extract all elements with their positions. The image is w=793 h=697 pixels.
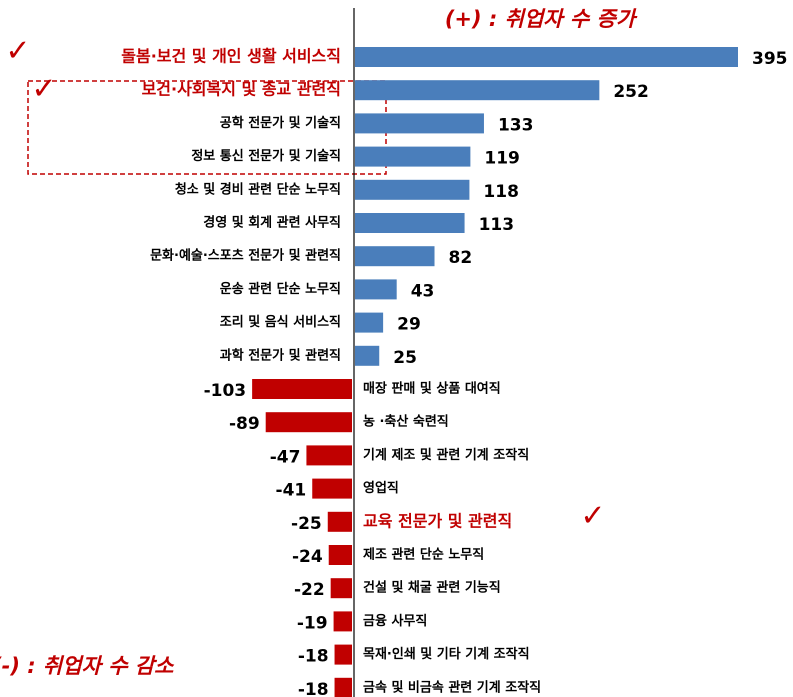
value-label: 395 <box>752 49 788 69</box>
category-label: 조리 및 음식 서비스직 <box>220 314 341 330</box>
bar <box>327 511 352 532</box>
value-label: 25 <box>393 348 417 368</box>
category-label: 영업직 <box>363 480 399 496</box>
bar <box>355 179 470 200</box>
category-label: 돌봄·보건 및 개인 생활 서비스직 <box>121 47 341 66</box>
value-label: -89 <box>229 414 260 434</box>
category-label: 운송 관련 단순 노무직 <box>220 281 341 297</box>
category-label: 교육 전문가 및 관련직 <box>363 511 512 530</box>
value-label: 133 <box>498 115 533 135</box>
category-label: 경영 및 회계 관련 사무직 <box>203 215 341 231</box>
category-label: 문화·예술·스포츠 전문가 및 관련직 <box>150 248 341 264</box>
bar <box>355 47 738 67</box>
bar <box>333 611 352 632</box>
bar <box>355 246 435 267</box>
value-label: 119 <box>484 149 519 169</box>
bar <box>306 445 352 466</box>
value-label: -19 <box>297 613 328 633</box>
category-label: 금속 및 비금속 관련 기계 조작직 <box>363 679 541 695</box>
value-label: -18 <box>298 647 329 667</box>
value-label: -25 <box>291 514 322 534</box>
check-mark: ✓ <box>31 72 56 107</box>
value-label: -24 <box>292 547 323 567</box>
bar <box>334 644 352 665</box>
category-label: 공학 전문가 및 기술직 <box>220 115 341 131</box>
value-label: -41 <box>276 481 307 501</box>
value-label: 118 <box>483 182 518 202</box>
chart-subtitle: (-) : 취업자 수 감소 <box>0 654 175 678</box>
bar <box>265 412 352 433</box>
bar <box>355 213 465 233</box>
bar <box>330 578 352 599</box>
bar <box>355 279 397 300</box>
value-label: 252 <box>613 82 649 102</box>
bar <box>355 113 484 134</box>
check-mark: ✓ <box>580 499 605 534</box>
bar <box>312 478 352 499</box>
category-label: 목재·인쇄 및 기타 기계 조작직 <box>363 646 530 662</box>
bar <box>252 379 352 399</box>
value-label: 113 <box>479 215 515 235</box>
bar <box>355 80 600 101</box>
check-mark: ✓ <box>5 34 30 69</box>
category-label: 청소 및 경비 관련 단순 노무직 <box>175 181 341 197</box>
category-label: 제조 관련 단순 노무직 <box>363 547 484 563</box>
category-label: 금융 사무직 <box>363 613 427 629</box>
category-label: 과학 전문가 및 관련직 <box>220 347 341 363</box>
value-label: -18 <box>298 680 329 697</box>
value-label: -22 <box>294 580 325 600</box>
bar <box>334 677 352 697</box>
value-label: -103 <box>204 381 247 401</box>
bar <box>355 345 380 366</box>
category-label: 정보 통신 전문가 및 기술직 <box>191 148 341 164</box>
category-label: 보건·사회복지 및 종교 관련직 <box>142 80 341 99</box>
value-label: 43 <box>411 281 435 301</box>
value-label: 29 <box>397 315 421 335</box>
value-label: 82 <box>449 248 473 268</box>
category-label: 건설 및 채굴 관련 기능직 <box>363 580 501 596</box>
category-label: 농 ·축산 숙련직 <box>363 414 449 430</box>
bar <box>355 312 384 333</box>
category-label: 매장 판매 및 상품 대여직 <box>363 381 501 397</box>
value-label: -47 <box>270 447 301 467</box>
chart-title: (+) : 취업자 수 증가 <box>445 7 638 31</box>
bar <box>355 146 471 167</box>
bar <box>328 545 352 565</box>
category-label: 기계 제조 및 관련 기계 조작직 <box>363 447 529 463</box>
